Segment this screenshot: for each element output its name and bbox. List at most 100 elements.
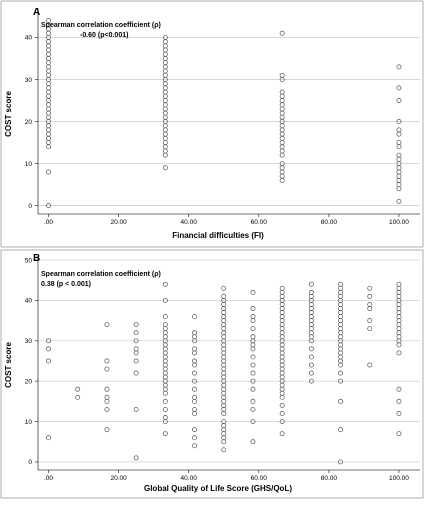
data-point <box>46 435 51 441</box>
data-point <box>46 18 51 24</box>
data-point <box>192 350 197 356</box>
panel-b-grid <box>37 256 420 471</box>
data-point <box>221 411 227 416</box>
data-point <box>221 398 227 404</box>
data-point <box>279 102 285 108</box>
data-point <box>338 398 344 404</box>
panel-b-points <box>46 281 402 465</box>
data-point <box>338 334 344 340</box>
data-point <box>338 322 344 328</box>
data-point <box>396 386 402 392</box>
data-point <box>192 370 197 376</box>
data-point <box>221 374 227 380</box>
data-point <box>162 314 168 320</box>
data-point <box>396 293 402 299</box>
data-point <box>250 386 256 392</box>
data-point <box>162 165 168 171</box>
data-point <box>338 346 344 352</box>
y-tick-label: 30 <box>25 77 33 84</box>
data-point <box>279 161 285 167</box>
data-point <box>192 411 197 416</box>
data-point <box>396 310 402 315</box>
data-point <box>338 354 344 360</box>
data-point <box>367 306 373 311</box>
data-point <box>338 289 344 295</box>
data-point <box>221 334 227 340</box>
data-point <box>338 350 344 356</box>
data-point <box>162 152 168 158</box>
data-point <box>162 55 168 61</box>
panel-a-ylabel: COST score <box>4 91 13 137</box>
data-point <box>279 370 285 376</box>
data-point <box>279 177 285 183</box>
data-point <box>396 169 402 175</box>
data-point <box>46 102 51 108</box>
data-point <box>338 378 344 384</box>
x-tick-label: 80.00 <box>321 219 338 226</box>
y-tick-label: 10 <box>25 419 33 426</box>
data-point <box>162 123 168 129</box>
data-point <box>162 81 168 87</box>
data-point <box>46 85 51 91</box>
data-point <box>279 342 285 348</box>
data-point <box>338 326 344 332</box>
data-point <box>133 370 139 376</box>
data-point <box>221 310 227 315</box>
data-point <box>133 322 139 328</box>
x-tick-label: 100.00 <box>389 475 409 482</box>
data-point <box>221 362 227 368</box>
data-point <box>192 358 197 364</box>
x-tick-label: 40.00 <box>181 219 198 226</box>
y-tick-label: 40 <box>25 35 33 42</box>
data-point <box>308 322 314 328</box>
data-point <box>221 386 227 392</box>
data-point <box>162 93 168 99</box>
data-point <box>192 330 197 336</box>
data-point <box>104 406 110 412</box>
data-point <box>221 435 227 441</box>
data-point <box>367 302 373 307</box>
data-point <box>221 366 227 372</box>
data-point <box>396 198 402 204</box>
data-point <box>221 358 227 364</box>
data-point <box>104 386 110 392</box>
data-point <box>250 398 256 404</box>
data-point <box>133 338 139 344</box>
data-point <box>338 342 344 348</box>
panel-a-xlabel: Financial difficulties (FI) <box>172 231 264 240</box>
data-point <box>46 358 51 364</box>
data-point <box>308 326 314 332</box>
data-point <box>221 330 227 336</box>
data-point <box>221 314 227 320</box>
panel-b-annotation-line1: Spearman correlation coefficient (ρ) <box>41 271 161 278</box>
data-point <box>396 306 402 311</box>
data-point <box>75 394 81 400</box>
data-point <box>192 386 197 392</box>
data-point <box>221 326 227 332</box>
panel-b-letter: B <box>33 253 40 264</box>
data-point <box>396 314 402 320</box>
data-point <box>279 152 285 158</box>
data-point <box>162 72 168 78</box>
y-tick-label: 30 <box>25 338 33 345</box>
data-point <box>162 326 168 332</box>
data-point <box>46 169 51 175</box>
data-point <box>221 439 227 445</box>
data-point <box>396 330 402 336</box>
data-point <box>162 350 168 356</box>
data-point <box>338 310 344 315</box>
data-point <box>192 314 197 320</box>
data-point <box>396 285 402 291</box>
data-point <box>279 123 285 129</box>
data-point <box>396 302 402 307</box>
data-point <box>221 394 227 400</box>
data-point <box>396 281 402 287</box>
data-point <box>162 106 168 112</box>
data-point <box>221 354 227 360</box>
data-point <box>279 394 285 400</box>
panel-b-ylabel: COST score <box>4 342 13 388</box>
data-point <box>338 459 344 465</box>
